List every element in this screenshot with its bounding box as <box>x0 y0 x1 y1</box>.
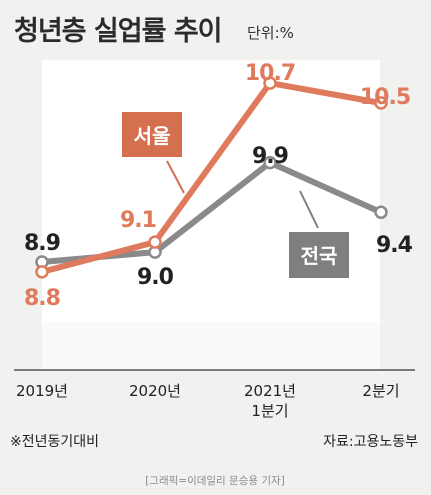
value-labels: 8.8 9.1 10.7 10.5 8.9 9.0 9.9 9.4 <box>24 61 414 311</box>
x-tick-label: 2분기 <box>362 382 399 400</box>
x-tick-label: 2021년 1분기 <box>244 382 296 420</box>
national-leader-line <box>299 190 319 229</box>
x-ticks: 2019년 2020년 2021년 1분기 2분기 <box>16 382 400 420</box>
national-badge-box <box>289 232 349 278</box>
national-badge-label: 전국 <box>301 244 338 268</box>
chart-title: 청년층 실업률 추이 <box>14 16 222 47</box>
seoul-leader-line <box>166 160 185 194</box>
point-marker-seoul <box>35 265 49 279</box>
unit-label: 단위:% <box>247 24 294 42</box>
value-label-national: 9.0 <box>137 265 174 290</box>
x-tick-label: 2020년 <box>129 382 181 400</box>
value-label-seoul: 9.1 <box>120 208 156 233</box>
seoul-badge-label: 서울 <box>134 124 171 148</box>
point-marker-seoul <box>263 76 277 90</box>
series-layer <box>35 76 388 279</box>
footnote: ※전년동기대비 <box>10 434 99 450</box>
x-tick-label: 2019년 <box>16 382 68 400</box>
point-marker-seoul <box>148 235 162 249</box>
national-badge: 전국 <box>289 190 349 278</box>
point-marker-national <box>263 155 277 170</box>
value-label-seoul: 8.8 <box>24 286 60 311</box>
value-label-national: 9.9 <box>252 144 288 169</box>
value-label-national: 9.4 <box>376 233 413 258</box>
plot-fade <box>42 322 380 370</box>
value-label-seoul: 10.7 <box>245 61 295 86</box>
value-label-seoul: 10.5 <box>360 85 410 110</box>
value-label-national: 8.9 <box>24 231 60 256</box>
point-marker-seoul <box>374 96 388 110</box>
source-note: 자료:고용노동부 <box>323 434 418 450</box>
graphic-credit: [그래픽=이데일리 문승용 기자] <box>145 474 285 487</box>
seoul-badge: 서울 <box>122 112 185 194</box>
seoul-badge-box <box>122 112 182 157</box>
point-marker-national <box>374 205 388 220</box>
plot-area <box>42 60 380 370</box>
series-line-seoul <box>39 80 384 275</box>
